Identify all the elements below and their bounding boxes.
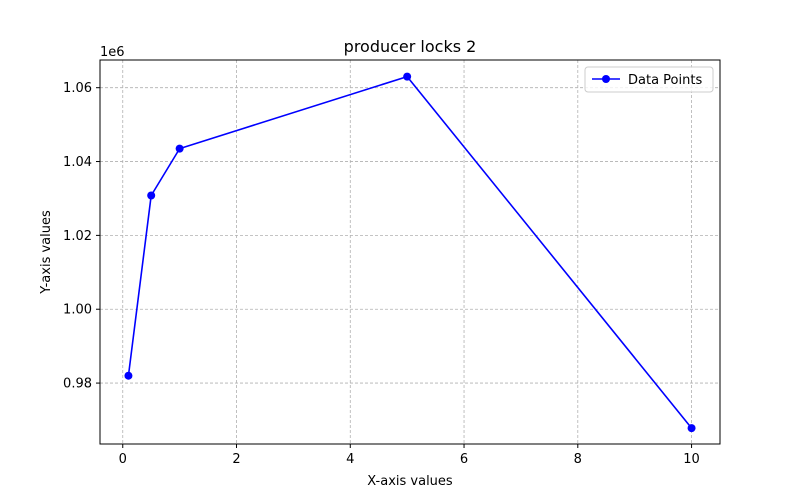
legend-marker-swatch (602, 75, 610, 83)
x-tick-label: 6 (460, 452, 468, 467)
x-tick-label: 4 (346, 452, 354, 467)
x-axis: 0 2 4 6 8 10 (119, 444, 700, 467)
legend-box (584, 66, 714, 93)
y-tick-label: 1.06 (63, 81, 92, 96)
x-axis-title: X-axis values (367, 474, 453, 489)
y-tick-label: 1.04 (63, 155, 92, 170)
chart-title: producer locks 2 (344, 37, 477, 56)
legend-label: Data Points (628, 73, 702, 88)
plot-area-frame (99, 59, 721, 445)
legend: Data Points (584, 66, 714, 93)
x-tick-label: 10 (683, 452, 700, 467)
grid-lines (100, 60, 720, 444)
data-point (147, 191, 156, 200)
data-point (687, 424, 696, 433)
y-offset-label: 1e6 (100, 45, 125, 60)
x-tick-label: 8 (574, 452, 582, 467)
y-axis: 0.98 1.00 1.02 1.04 1.06 (63, 81, 100, 392)
data-point (124, 371, 133, 380)
data-point (403, 72, 412, 81)
x-tick-label: 0 (119, 452, 127, 467)
y-tick-label: 1.00 (63, 303, 92, 318)
y-axis-title: Y-axis values (39, 210, 54, 295)
y-tick-label: 1.02 (63, 229, 92, 244)
x-tick-label: 2 (232, 452, 240, 467)
y-tick-label: 0.98 (63, 377, 92, 392)
series-line (127, 75, 693, 429)
series-layer (124, 72, 696, 433)
data-point (175, 144, 184, 153)
